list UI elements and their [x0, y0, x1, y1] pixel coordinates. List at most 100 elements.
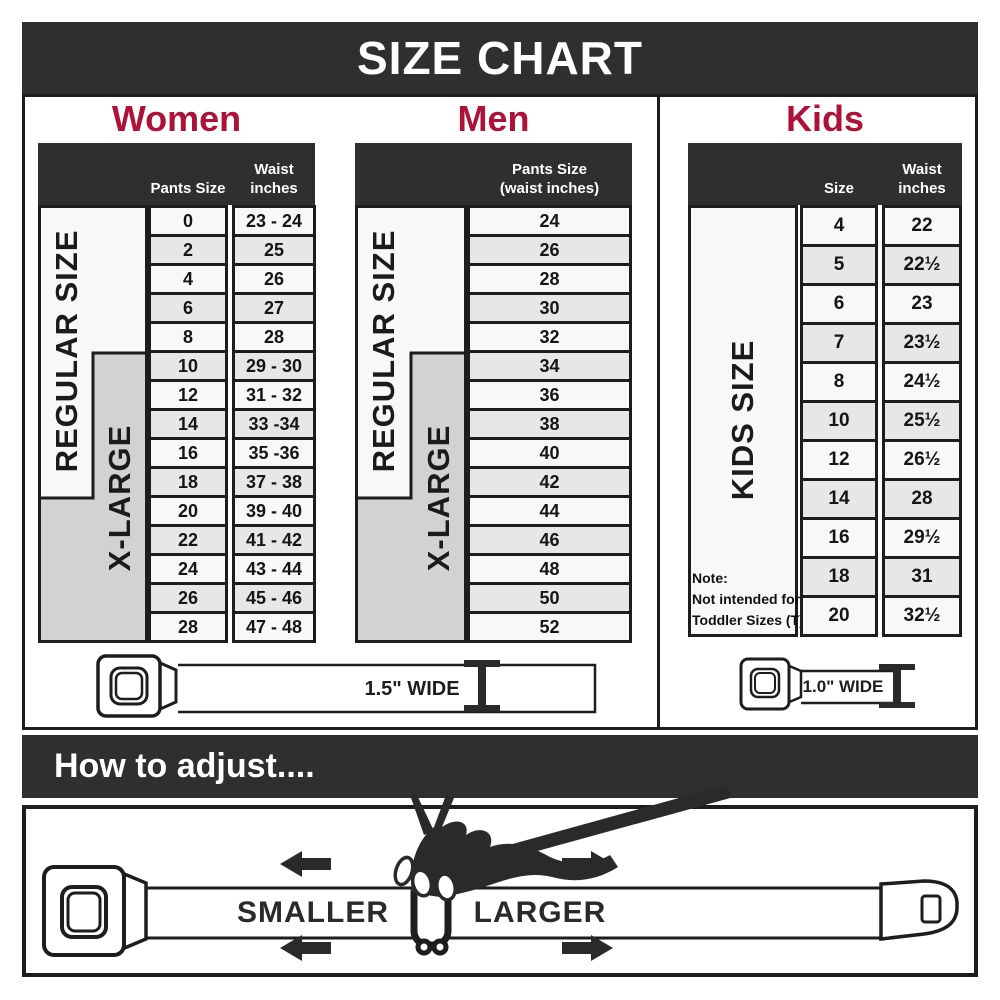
women-rows: 0 23 - 24 2 25 4 26 6 27 8 28 10 29 - 30… [148, 205, 316, 643]
women-size-cell: 26 [148, 582, 228, 614]
kids-size-cell: 4 [800, 205, 878, 247]
kids-size-cell: 16 [800, 517, 878, 559]
kids-note: Note: Not intended for Toddler Sizes (T) [692, 568, 804, 631]
adult-belt-diagram: 1.5" WIDE [96, 654, 597, 718]
women-waist-cell: 37 - 38 [232, 466, 316, 498]
men-size-cell: 34 [467, 350, 632, 382]
men-table-row: 36 [467, 379, 632, 411]
women-table-row: 14 33 -34 [148, 408, 316, 440]
kids-section-title: Kids [785, 98, 864, 139]
women-waist-cell: 35 -36 [232, 437, 316, 469]
kids-waist-cell: 25½ [882, 400, 962, 442]
women-xlarge-label: X-LARGE [102, 424, 137, 572]
women-pants-size-header: Pants Size [150, 179, 226, 197]
kids-waist-cell: 23 [882, 283, 962, 325]
men-size-cell: 48 [467, 553, 632, 585]
women-size-cell: 14 [148, 408, 228, 440]
adjust-title: How to adjust.... [54, 747, 315, 785]
men-table-row: 28 [467, 263, 632, 295]
women-table-row: 26 45 - 46 [148, 582, 316, 614]
women-table-row: 10 29 - 30 [148, 350, 316, 382]
kids-table-header: Size Waist inches [688, 143, 962, 205]
women-size-cell: 10 [148, 350, 228, 382]
women-table-row: 22 41 - 42 [148, 524, 316, 556]
kids-table-row: 6 23 [800, 283, 962, 325]
kids-rows: 4 22 5 22½ 6 23 7 23½ 8 24½ 10 25½ 12 26… [800, 205, 962, 637]
arrow-right-top-icon [562, 851, 613, 877]
smaller-label: SMALLER [237, 896, 389, 929]
women-table-row: 16 35 -36 [148, 437, 316, 469]
women-size-cell: 20 [148, 495, 228, 527]
men-table-row: 44 [467, 495, 632, 527]
slider-loop-left [415, 938, 433, 956]
women-waist-cell: 33 -34 [232, 408, 316, 440]
women-size-bracket [38, 205, 148, 643]
women-waist-cell: 45 - 46 [232, 582, 316, 614]
men-size-cell: 26 [467, 234, 632, 266]
men-size-cell: 52 [467, 611, 632, 643]
panel-divider [657, 94, 660, 730]
page-title: SIZE CHART [357, 32, 643, 84]
women-table-row: 18 37 - 38 [148, 466, 316, 498]
kids-size-cell: 10 [800, 400, 878, 442]
women-size-cell: 0 [148, 205, 228, 237]
men-table-row: 34 [467, 350, 632, 382]
adult-belt-buckle-icon [96, 654, 178, 718]
kids-size-block [688, 205, 798, 637]
kids-waist-cell: 23½ [882, 322, 962, 364]
men-size-cell: 40 [467, 437, 632, 469]
kids-note-title: Note: [692, 570, 728, 586]
men-size-cell: 28 [467, 263, 632, 295]
women-table-row: 2 25 [148, 234, 316, 266]
women-size-cell: 24 [148, 553, 228, 585]
arrow-left-top-icon [280, 851, 331, 877]
kids-belt-buckle-icon [739, 657, 803, 711]
kids-table-row: 5 22½ [800, 244, 962, 286]
men-table-row: 42 [467, 466, 632, 498]
men-table-row: 50 [467, 582, 632, 614]
women-waist-cell: 43 - 44 [232, 553, 316, 585]
men-size-cell: 24 [467, 205, 632, 237]
kids-table-row: 16 29½ [800, 517, 962, 559]
men-table-row: 26 [467, 234, 632, 266]
women-waist-cell: 41 - 42 [232, 524, 316, 556]
kids-table-row: 4 22 [800, 205, 962, 247]
men-table-row: 46 [467, 524, 632, 556]
size-chart-banner: SIZE CHART [22, 22, 978, 94]
men-xlarge-label: X-LARGE [421, 424, 456, 572]
kids-waist-cell: 22 [882, 205, 962, 247]
kids-waist-cell: 31 [882, 556, 962, 598]
kids-waist-cell: 22½ [882, 244, 962, 286]
adjust-belt-strap [124, 886, 884, 940]
women-regular-size-label: REGULAR SIZE [49, 229, 84, 473]
kids-waist-cell: 26½ [882, 439, 962, 481]
kids-note-line1: Not intended for [692, 591, 801, 607]
men-section-title: Men [457, 98, 530, 139]
men-table-header: Pants Size (waist inches) [355, 143, 632, 205]
men-size-bracket [355, 205, 467, 643]
women-waist-cell: 28 [232, 321, 316, 353]
women-table-row: 0 23 - 24 [148, 205, 316, 237]
kids-table-row: 14 28 [800, 478, 962, 520]
men-pants-size-header: Pants Size (waist inches) [499, 161, 600, 197]
women-table-row: 28 47 - 48 [148, 611, 316, 643]
adjust-buckle-icon [42, 865, 148, 957]
women-size-cell: 22 [148, 524, 228, 556]
kids-size-cell: 8 [800, 361, 878, 403]
women-waist-cell: 47 - 48 [232, 611, 316, 643]
men-regular-size-label: REGULAR SIZE [366, 229, 401, 473]
adult-belt-width-label: 1.5" WIDE [364, 678, 459, 700]
women-table-row: 24 43 - 44 [148, 553, 316, 585]
men-table-row: 40 [467, 437, 632, 469]
women-waist-cell: 23 - 24 [232, 205, 316, 237]
kids-size-cell: 12 [800, 439, 878, 481]
men-table-row: 30 [467, 292, 632, 324]
women-xlarge-block [38, 351, 148, 643]
kids-size-cell: 5 [800, 244, 878, 286]
kids-size-cell: 6 [800, 283, 878, 325]
women-size-cell: 6 [148, 292, 228, 324]
women-size-cell: 18 [148, 466, 228, 498]
women-size-cell: 4 [148, 263, 228, 295]
kids-size-cell: 7 [800, 322, 878, 364]
men-size-cell: 50 [467, 582, 632, 614]
